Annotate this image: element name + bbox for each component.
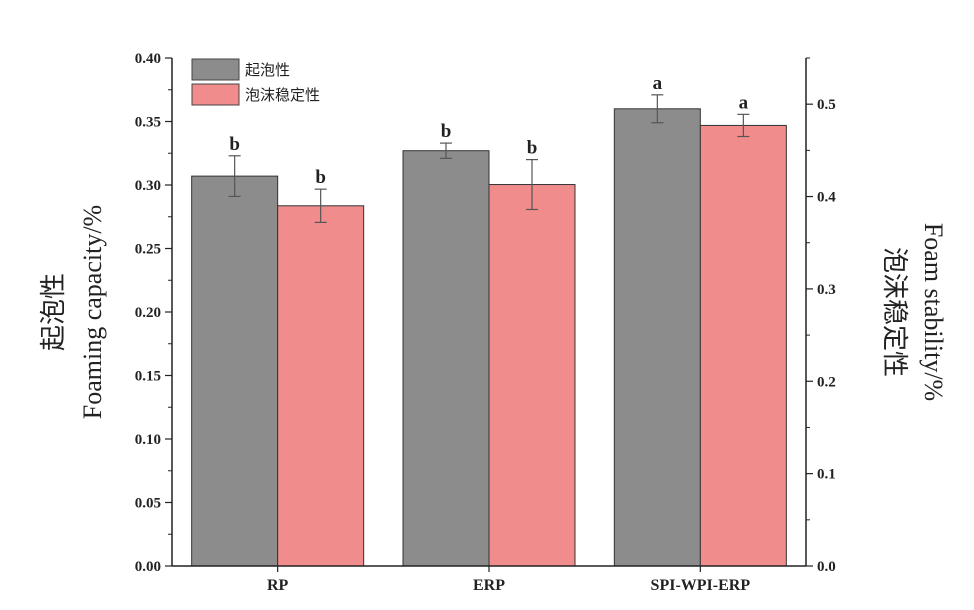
significance-label: b <box>441 121 452 142</box>
y-left-title-line1: 起泡性 <box>39 273 68 351</box>
bar <box>488 184 576 567</box>
legend-label-foaming-capacity: 起泡性 <box>245 61 290 79</box>
legend: 起泡性 泡沫稳定性 <box>191 58 320 106</box>
y-right-tick-label: 0.0 <box>817 559 836 575</box>
bar <box>277 205 365 567</box>
significance-label: b <box>527 138 538 159</box>
significance-label: b <box>315 167 326 188</box>
legend-swatch-foam-stability <box>191 83 240 106</box>
x-tick-label: RP <box>267 577 289 594</box>
x-tick-label: ERP <box>473 577 505 594</box>
y-right-tick-label: 0.3 <box>817 282 836 298</box>
bar <box>191 175 279 567</box>
y-right-title-line1: 泡沫稳定性 <box>880 247 909 377</box>
significance-label: b <box>229 134 240 155</box>
bar <box>402 150 490 567</box>
bar <box>699 124 787 567</box>
y-right-tick-label: 0.2 <box>817 374 836 390</box>
y-right-tick-label: 0.5 <box>817 97 836 113</box>
bar <box>613 108 701 567</box>
y-left-tick-label: 0.40 <box>135 51 161 67</box>
y-left-tick-label: 0.05 <box>135 496 161 512</box>
legend-swatch-foaming-capacity <box>191 58 240 81</box>
legend-label-foam-stability: 泡沫稳定性 <box>245 86 320 104</box>
y-right-tick-label: 0.4 <box>817 190 836 206</box>
y-left-title-line2: Foaming capacity/% <box>78 205 107 419</box>
y-left-tick-label: 0.30 <box>135 178 161 194</box>
significance-label: a <box>653 73 663 94</box>
x-tick-label: SPI-WPI-ERP <box>651 577 751 594</box>
significance-label: a <box>739 92 749 113</box>
y-left-tick-label: 0.00 <box>135 559 161 575</box>
y-right-title-line2: Foam stability/% <box>919 223 948 401</box>
y-left-tick-label: 0.25 <box>135 242 161 258</box>
y-left-tick-label: 0.20 <box>135 305 161 321</box>
y-left-tick-label: 0.35 <box>135 115 161 131</box>
y-left-tick-label: 0.10 <box>135 432 161 448</box>
y-left-tick-label: 0.15 <box>135 369 161 385</box>
plot-area: b b RP b b ERP a a SPI-WPI-ERP 0.00 0.05 0.10 0.15 0.… <box>135 51 837 594</box>
y-right-tick-label: 0.1 <box>817 467 836 483</box>
